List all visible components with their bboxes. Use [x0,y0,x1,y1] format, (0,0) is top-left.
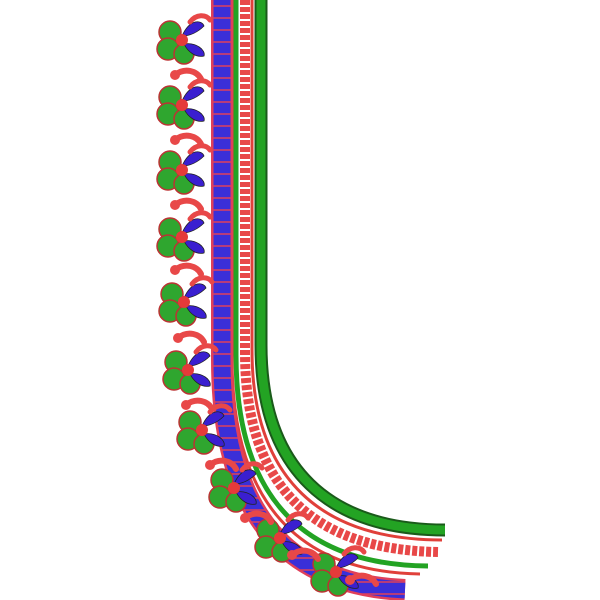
inner-green-band [233,0,429,569]
flower [163,346,216,394]
red-thin-line [250,0,443,542]
flower [159,278,212,326]
flower [157,213,210,261]
red-rope-band [240,0,439,557]
curl [170,70,201,80]
curl [181,400,212,410]
flower [157,81,210,129]
curl [173,333,204,343]
flower [157,16,210,64]
curl [170,200,201,210]
flower [157,146,210,194]
curl [170,265,201,275]
outer-green-band-fill [256,0,446,535]
curl [170,135,201,145]
